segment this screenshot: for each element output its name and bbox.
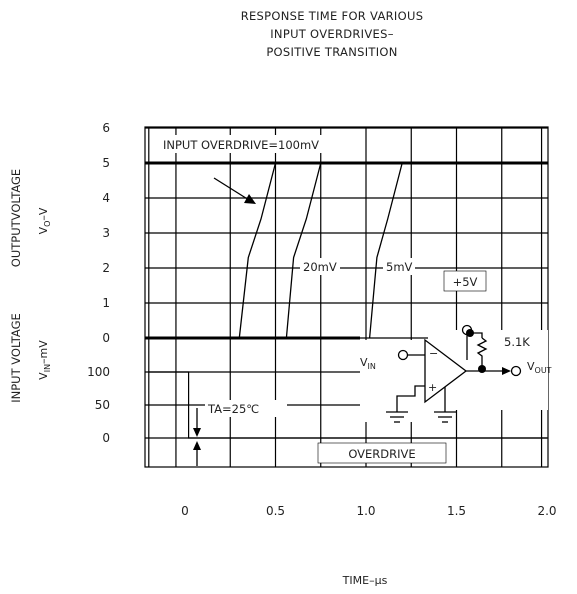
label-20mv-bg bbox=[300, 258, 340, 275]
output-arrowhead bbox=[502, 367, 511, 375]
y-tick-out-1: 1 bbox=[102, 296, 110, 310]
overdrive-label: OVERDRIVE bbox=[348, 447, 415, 461]
input-wire-bg bbox=[360, 340, 430, 422]
overdrive-100-label-bg bbox=[160, 135, 350, 153]
overdrive-box bbox=[317, 442, 447, 464]
pullup-resistor bbox=[476, 337, 488, 368]
output-y-axis-units: VO–V bbox=[37, 207, 52, 234]
comparator-plus: + bbox=[428, 381, 437, 394]
plus-input-wire bbox=[396, 385, 425, 412]
x-tick-labels: 0 0.5 1.0 1.5 2.0 bbox=[181, 504, 556, 518]
chart-title-line-3: POSITIVE TRANSITION bbox=[266, 45, 397, 59]
y-tick-out-4: 4 bbox=[102, 191, 110, 205]
output-curves bbox=[238, 162, 403, 339]
label-5mv: 5mV bbox=[386, 260, 413, 274]
supply-label: +5V bbox=[453, 275, 478, 289]
y-tick-in-100: 100 bbox=[87, 365, 110, 379]
output-curve-2 bbox=[368, 162, 403, 339]
input-y-axis-units: VIN–mV bbox=[37, 340, 52, 380]
y-tick-out-0: 0 bbox=[102, 331, 110, 345]
overdrive-100-arrow bbox=[213, 177, 250, 201]
vin-terminal bbox=[397, 349, 409, 361]
chart-title-line-2: INPUT OVERDRIVES– bbox=[270, 27, 394, 41]
pullup-wire bbox=[470, 332, 483, 338]
x-tick-0.5: 0.5 bbox=[266, 504, 285, 518]
y-tick-out-6: 6 bbox=[102, 121, 110, 135]
label-5mv-bg bbox=[383, 258, 415, 275]
ta-label-bg bbox=[205, 400, 287, 417]
output-y-axis-label: OUTPUTVOLTAGE bbox=[9, 169, 23, 267]
y-tick-out-3: 3 bbox=[102, 226, 110, 240]
resistor-label: 5.1K bbox=[504, 335, 530, 349]
comparator-minus: − bbox=[429, 347, 438, 360]
vout-label: VOUT bbox=[527, 360, 552, 375]
comparator-triangle bbox=[424, 338, 468, 404]
y-tick-in-0: 0 bbox=[102, 431, 110, 445]
overdrive-100-label: INPUT OVERDRIVE=100mV bbox=[163, 138, 319, 152]
overdrive-100-arrowhead bbox=[244, 194, 256, 204]
y-tick-out-2: 2 bbox=[102, 261, 110, 275]
x-axis-label: TIME–μs bbox=[342, 574, 388, 587]
input-step-waveform bbox=[148, 371, 547, 439]
label-20mv: 20mV bbox=[303, 260, 337, 274]
overdrive-arrowhead-up bbox=[193, 441, 201, 450]
x-tick-1.5: 1.5 bbox=[447, 504, 466, 518]
plot-frame bbox=[144, 126, 549, 468]
supply-box bbox=[443, 270, 487, 292]
vin-label: VIN bbox=[360, 356, 376, 371]
comparator-circuit: +5V 5.1K − + VIN VOUT bbox=[360, 270, 552, 423]
overdrive-arrowhead-down bbox=[193, 428, 201, 437]
output-node bbox=[478, 365, 486, 373]
output-curve-0 bbox=[238, 162, 277, 339]
x-tick-2.0: 2.0 bbox=[537, 504, 556, 518]
y-tick-out-5: 5 bbox=[102, 156, 110, 170]
y-tick-in-50: 50 bbox=[95, 398, 110, 412]
vout-terminal bbox=[510, 365, 522, 377]
ta-label: TA=25℃ bbox=[207, 402, 259, 416]
output-curve-1 bbox=[285, 162, 322, 339]
x-tick-0: 0 bbox=[181, 504, 189, 518]
x-tick-1.0: 1.0 bbox=[356, 504, 375, 518]
input-y-axis-label: INPUT VOLTAGE bbox=[9, 313, 23, 403]
y-tick-labels: 6 5 4 3 2 1 0 100 50 0 bbox=[87, 121, 110, 445]
chart-title-line-1: RESPONSE TIME FOR VARIOUS bbox=[241, 9, 424, 23]
